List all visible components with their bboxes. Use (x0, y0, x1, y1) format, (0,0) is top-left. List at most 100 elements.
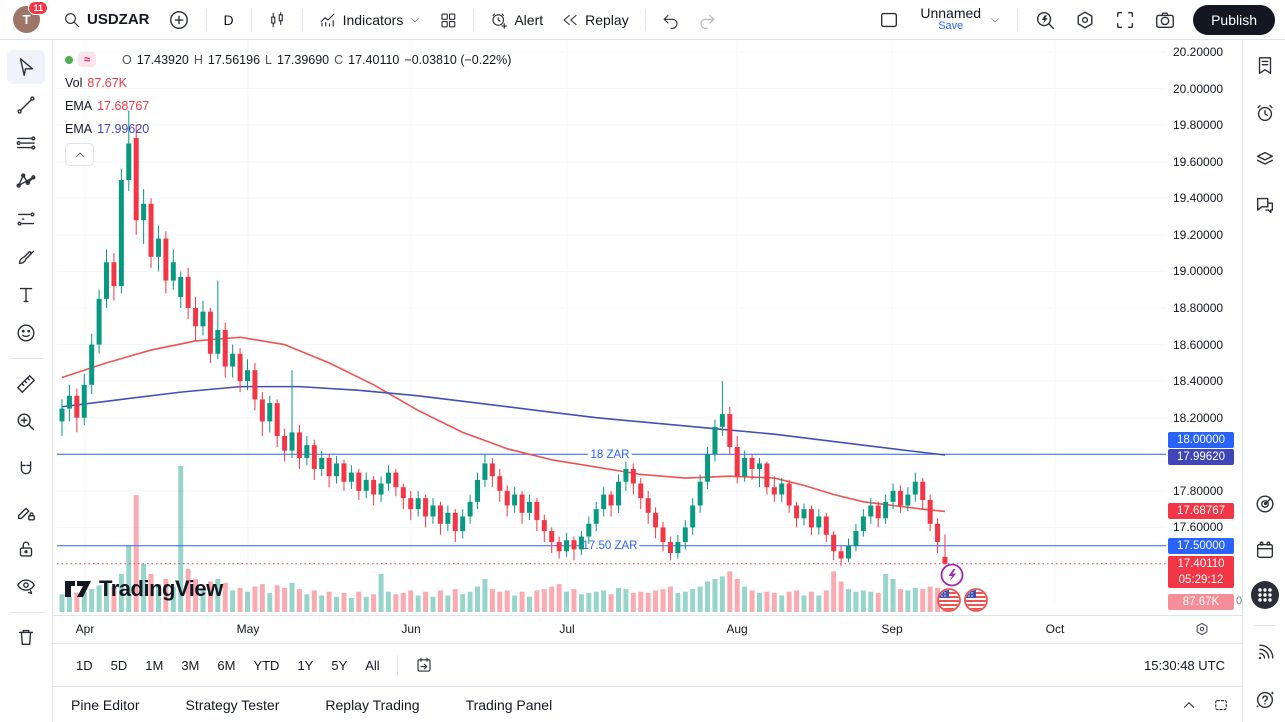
candle-body (727, 414, 733, 447)
ema-slow-line[interactable] (61, 385, 946, 456)
tool-magnet[interactable] (7, 453, 45, 487)
range-button-ytd[interactable]: YTD (253, 657, 280, 673)
candle-body (267, 403, 273, 422)
candlestick-chart[interactable]: 18 ZAR 17.50 ZAR (57, 40, 1168, 615)
axis-settings-button[interactable] (1193, 620, 1211, 638)
chart-pane[interactable]: 18 ZAR 17.50 ZAR TradingView ≈ O 17.43920 … (57, 40, 1168, 615)
goto-date-icon (417, 657, 431, 672)
indicator-templates-button[interactable] (430, 4, 466, 36)
tool-xabcd-pattern[interactable] (7, 164, 45, 198)
quick-search-button[interactable] (1025, 4, 1065, 36)
time-axis-month-aug[interactable]: Aug (726, 622, 748, 636)
volume-bar (534, 590, 540, 612)
range-button-5y[interactable]: 5Y (331, 657, 348, 673)
time-axis-month-may[interactable]: May (236, 622, 260, 636)
tool-horizontal-lines[interactable] (7, 126, 45, 160)
tool-trend-line[interactable] (7, 88, 45, 122)
timeframe-button[interactable]: D (214, 4, 244, 36)
tab-pine-editor[interactable]: Pine Editor (71, 696, 140, 713)
legend-volume-row[interactable]: Vol 87.67K (65, 71, 511, 94)
price-axis-label: 18.80000 (1173, 301, 1224, 315)
volume-bar (245, 591, 250, 612)
chat-button[interactable] (1250, 190, 1280, 220)
calendar-button[interactable] (1250, 535, 1280, 565)
ema-fast-line[interactable] (61, 336, 946, 513)
snapshot-button[interactable] (1145, 4, 1185, 36)
tab-trading-panel[interactable]: Trading Panel (465, 696, 553, 713)
tab-strategy-tester[interactable]: Strategy Tester (185, 696, 280, 713)
range-button-1m[interactable]: 1M (145, 657, 164, 673)
price-axis-chip: 17.40110 05:29:12 (1168, 556, 1234, 588)
tool-hide-all[interactable] (7, 569, 45, 603)
fullscreen-button[interactable] (1105, 4, 1145, 36)
us-flag-event-marker[interactable] (964, 588, 988, 612)
tool-fib-projection[interactable] (7, 202, 45, 236)
publish-button[interactable]: Publish (1193, 4, 1275, 35)
tool-cursor[interactable] (7, 50, 45, 84)
tab-replay-trading[interactable]: Replay Trading (325, 696, 420, 713)
volume-bar (489, 589, 495, 612)
object-tree-button[interactable] (1250, 144, 1280, 174)
user-avatar[interactable]: T 11 (13, 1, 48, 33)
screener-target-button[interactable] (1250, 489, 1280, 519)
compare-add-button[interactable] (159, 4, 199, 36)
economic-event-marker[interactable] (940, 563, 964, 587)
goto-date-button[interactable] (407, 651, 441, 679)
undo-button[interactable] (653, 4, 689, 36)
tool-lock-all[interactable] (7, 532, 45, 566)
candle-body (259, 399, 265, 422)
volume-bar (616, 587, 621, 612)
range-button-6m[interactable]: 6M (217, 657, 236, 673)
legend-ema1-row[interactable]: EMA 17.68767 (65, 94, 511, 117)
replay-button[interactable]: Replay (552, 4, 638, 36)
time-axis-month-apr[interactable]: Apr (75, 622, 95, 636)
tool-emoji[interactable] (7, 316, 45, 350)
volume-bar (178, 465, 184, 612)
grid-templates-icon (441, 12, 456, 27)
chart-style-button[interactable] (259, 4, 295, 36)
divider (10, 358, 43, 359)
watchlist-button[interactable] (1250, 51, 1280, 81)
save-button[interactable]: Save (938, 19, 964, 32)
layout-button[interactable] (869, 4, 909, 36)
volume-bar (653, 590, 659, 612)
time-axis-month-oct[interactable]: Oct (1045, 622, 1065, 636)
legend-ohlc-row[interactable]: ≈ O 17.43920 H 17.56196 L 17.39690 C 17.4011… (65, 48, 511, 71)
settings-button[interactable] (1065, 4, 1105, 36)
layout-name-button[interactable]: Unnamed Save (909, 4, 1010, 36)
price-axis[interactable]: 20.20000 20.00000 19.80000 19.60000 19.40000… (1166, 40, 1242, 615)
maximize-panel-icon[interactable] (1212, 696, 1230, 714)
tool-brush[interactable] (7, 240, 45, 274)
range-button-5d[interactable]: 5D (110, 657, 128, 673)
range-button-3m[interactable]: 3M (181, 657, 200, 673)
symbol-search-button[interactable]: USDZAR (54, 4, 159, 36)
tool-zoom-in[interactable] (7, 405, 45, 439)
time-axis-month-jul[interactable]: Jul (559, 622, 575, 636)
tool-drawing-lock[interactable] (7, 495, 45, 529)
clock-utc[interactable]: 15:30:48 UTC (1144, 657, 1225, 673)
ohlc-o-label: O (122, 52, 132, 67)
apps-menu-button[interactable] (1250, 580, 1280, 610)
alerts-button[interactable] (1250, 98, 1280, 128)
tool-ruler[interactable] (7, 367, 45, 401)
legend-ema2-row[interactable]: EMA 17.99620 (65, 117, 511, 140)
indicators-button[interactable]: Indicators (310, 4, 431, 36)
time-axis[interactable]: Apr May Jun Jul Aug Sep Oct (53, 615, 1242, 643)
tool-remove-all[interactable] (7, 620, 45, 654)
alert-button[interactable]: Alert (481, 4, 552, 36)
range-button-1d[interactable]: 1D (76, 657, 93, 673)
data-feed-button[interactable] (1250, 638, 1280, 668)
volume-bar (526, 596, 532, 612)
tradingview-watermark: TradingView (64, 576, 223, 602)
tool-text[interactable] (7, 278, 45, 312)
time-axis-month-sep[interactable]: Sep (881, 622, 903, 636)
time-axis-month-jun[interactable]: Jun (401, 622, 421, 636)
legend-collapse-button[interactable] (65, 143, 94, 166)
range-button-1y[interactable]: 1Y (297, 657, 314, 673)
expand-panel-chevron-icon[interactable] (1180, 696, 1198, 714)
ohlc-o-value: 17.43920 (136, 52, 189, 67)
redo-button[interactable] (689, 4, 725, 36)
us-flag-event-marker[interactable] (937, 588, 961, 612)
help-button[interactable] (1250, 684, 1280, 714)
range-button-all[interactable]: All (365, 657, 380, 673)
